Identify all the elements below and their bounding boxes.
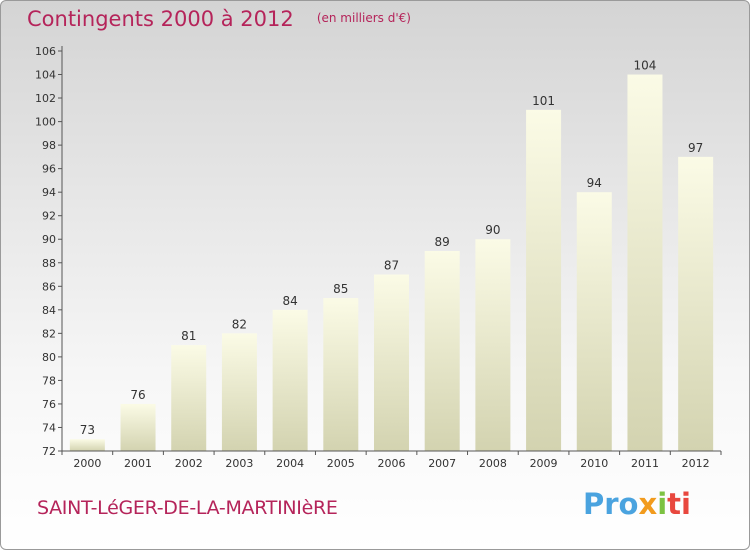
bar [526,109,562,451]
x-tick-label: 2010 [580,457,608,470]
y-tick-label: 84 [42,304,56,317]
y-tick-label: 98 [42,139,56,152]
y-tick-label: 94 [42,186,56,199]
y-tick-label: 76 [42,398,56,411]
chart-unit: (en milliers d'€) [316,11,411,25]
bar-value-label: 94 [587,176,602,190]
bar-value-label: 81 [181,329,196,343]
logo-part: ti [667,487,691,521]
y-tick-label: 96 [42,163,56,176]
y-tick-label: 74 [42,421,56,434]
bar-value-label: 76 [130,388,145,402]
y-tick-label: 72 [42,445,56,458]
bar-value-label: 101 [532,94,555,108]
bar-value-label: 97 [688,141,703,155]
logo-part: i [657,487,668,521]
y-tick-label: 80 [42,351,56,364]
bar [221,333,257,451]
bar [120,403,156,451]
x-tick-label: 2011 [631,457,659,470]
bar-value-label: 73 [80,423,95,437]
x-tick-label: 2003 [225,457,253,470]
bar [627,74,663,451]
y-tick-label: 88 [42,257,56,270]
place-name: SAINT-LéGER-DE-LA-MARTINIèRE [37,497,338,519]
chart-title: Contingents 2000 à 2012 [27,7,294,31]
bar [678,156,714,451]
y-tick-label: 100 [35,116,56,129]
x-tick-label: 2006 [378,457,406,470]
y-tick-label: 78 [42,374,56,387]
x-tick-label: 2012 [682,457,710,470]
bar [171,345,207,451]
y-tick-label: 104 [35,69,56,82]
bar [272,309,308,451]
bar [69,439,105,451]
bar [323,298,359,451]
bar-value-label: 90 [485,223,500,237]
bar-value-label: 85 [333,282,348,296]
x-tick-label: 2000 [73,457,101,470]
y-tick-label: 92 [42,210,56,223]
x-tick-label: 2005 [327,457,355,470]
x-tick-label: 2007 [428,457,456,470]
bar [576,192,612,452]
y-tick-label: 82 [42,327,56,340]
y-tick-label: 90 [42,233,56,246]
bar-value-label: 87 [384,259,399,273]
logo-part: x [638,487,658,521]
bar-value-label: 82 [232,317,247,331]
logo-part: Pro [583,487,639,521]
proxiti-logo: Proxiti [583,487,691,521]
x-tick-label: 2008 [479,457,507,470]
bar-value-label: 84 [282,294,297,308]
y-tick-label: 86 [42,280,56,293]
y-tick-label: 106 [35,45,56,58]
bar [374,274,409,451]
x-tick-label: 2004 [276,457,304,470]
bar-value-label: 89 [435,235,450,249]
y-tick-label: 102 [35,92,56,105]
title-row: Contingents 2000 à 2012 (en milliers d'€… [27,7,411,31]
bar [475,239,511,451]
x-tick-label: 2009 [530,457,558,470]
bar [424,251,460,451]
bar-value-label: 104 [634,59,657,73]
x-tick-label: 2001 [124,457,152,470]
x-tick-label: 2002 [175,457,203,470]
